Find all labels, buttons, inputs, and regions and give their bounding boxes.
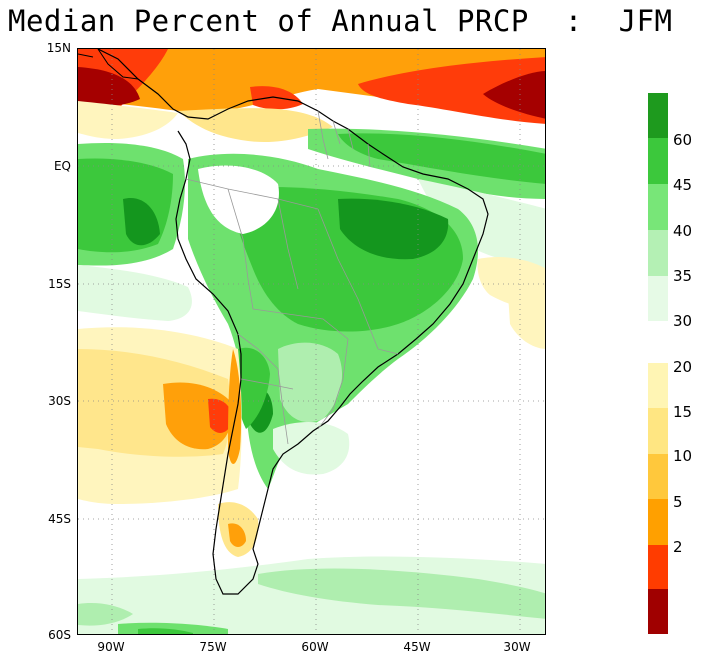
north-red-east (358, 57, 545, 124)
continent-darkgreen-1 (338, 198, 449, 260)
lon-label-75w: 75W (199, 640, 227, 654)
lat-label-eq: EQ (53, 159, 71, 173)
lat-label-60s: 60S (48, 628, 71, 642)
lat-label-15s: 15S (48, 277, 71, 291)
legend-label-35: 35 (673, 267, 693, 285)
continent-palegreen-center (278, 342, 343, 423)
north-yellow-coast (178, 108, 333, 143)
north-darkred-west (78, 67, 140, 107)
legend-label-5: 5 (673, 493, 683, 511)
map-panel (77, 48, 546, 635)
legend-swatch-30 (648, 276, 668, 321)
central-america (78, 49, 139, 80)
map-title: Median Percent of Annual PRCP : JFM (8, 4, 673, 38)
south-lightgreen-band (258, 568, 545, 619)
east-palegreen (418, 179, 545, 269)
north-darkred-east (483, 71, 545, 119)
legend-swatch-20 (648, 363, 668, 408)
lat-label-30s: 30S (48, 394, 71, 408)
patagonia-orange (228, 523, 246, 547)
legend-label-40: 40 (673, 222, 693, 240)
argentina-palegreen (273, 422, 350, 475)
legend-swatch-2 (648, 545, 668, 589)
south-green-strip (235, 347, 270, 429)
lon-label-60w: 60W (301, 640, 329, 654)
east-yellow-patch-2 (508, 293, 545, 349)
west-palegreen (78, 265, 192, 321)
legend-label-2: 2 (673, 538, 683, 556)
legend-swatch-40 (648, 184, 668, 230)
legend-swatch-60 (648, 93, 668, 138)
legend-label-45: 45 (673, 176, 693, 194)
legend-swatch-10 (648, 454, 668, 499)
grid-lines (78, 49, 545, 634)
lat-label-45s: 45S (48, 512, 71, 526)
legend-swatch-15 (648, 408, 668, 454)
legend-swatch-35 (648, 230, 668, 276)
legend-label-60: 60 (673, 131, 693, 149)
legend-swatch-5 (648, 499, 668, 545)
lat-label-15n: 15N (46, 41, 71, 55)
legend-label-15: 15 (673, 403, 693, 421)
legend-swatch-lowest (648, 589, 668, 634)
continent-white-amazon (198, 165, 279, 234)
legend-label-30: 30 (673, 312, 693, 330)
north-paleyellow (78, 101, 178, 139)
lon-label-30w: 30W (503, 640, 531, 654)
country-borders (185, 110, 399, 445)
legend-label-20: 20 (673, 358, 693, 376)
west-darkgreen (123, 198, 160, 246)
precipitation-map (78, 49, 545, 634)
legend-label-10: 10 (673, 447, 693, 465)
south-palegreen-left (78, 603, 133, 626)
lon-label-45w: 45W (403, 640, 431, 654)
east-midgreen (338, 133, 545, 184)
lon-label-90w: 90W (97, 640, 125, 654)
legend-swatch-45 (648, 138, 668, 184)
south-green-bottom-2 (138, 628, 193, 634)
